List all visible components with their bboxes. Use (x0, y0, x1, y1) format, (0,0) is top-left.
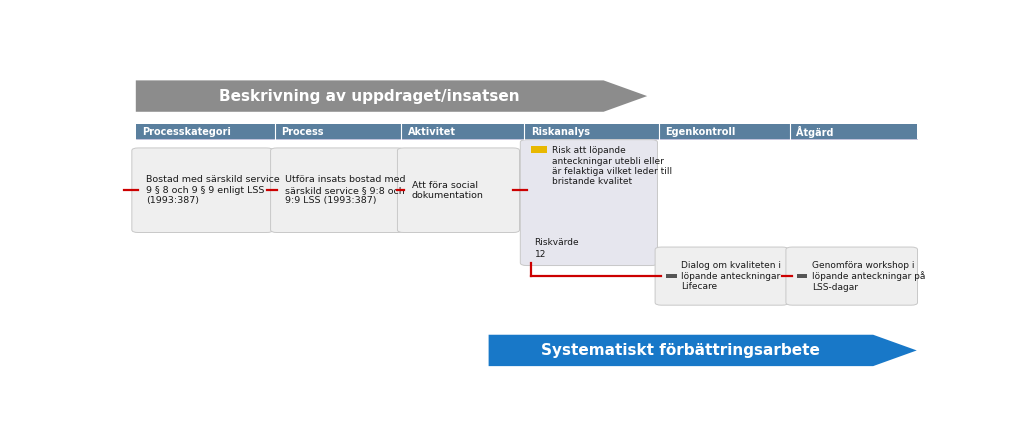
FancyBboxPatch shape (655, 247, 789, 305)
FancyBboxPatch shape (521, 140, 658, 266)
Text: 12: 12 (535, 251, 546, 260)
FancyBboxPatch shape (270, 148, 404, 233)
FancyBboxPatch shape (797, 274, 807, 278)
FancyBboxPatch shape (666, 274, 676, 278)
FancyBboxPatch shape (132, 148, 273, 233)
FancyBboxPatch shape (136, 124, 917, 139)
FancyBboxPatch shape (531, 146, 547, 153)
Text: Riskanalys: Riskanalys (531, 127, 589, 136)
Text: Utföra insats bostad med
särskild service § 9:8 och
9:9 LSS (1993:387): Utföra insats bostad med särskild servic… (284, 175, 405, 205)
Text: Risk att löpande
anteckningar utebli eller
är felaktiga vilket leder till
brista: Risk att löpande anteckningar utebli ell… (552, 146, 672, 187)
FancyBboxPatch shape (786, 247, 918, 305)
Text: Aktivitet: Aktivitet (408, 127, 455, 136)
Polygon shape (136, 80, 648, 112)
Text: Att föra social
dokumentation: Att föra social dokumentation (411, 181, 484, 200)
Text: Dialog om kvaliteten i
löpande anteckningar
Lifecare: Dialog om kvaliteten i löpande antecknin… (681, 261, 782, 291)
Polygon shape (489, 335, 917, 366)
Text: Åtgärd: Åtgärd (796, 126, 834, 138)
Text: Systematiskt förbättringsarbete: Systematiskt förbättringsarbete (541, 343, 820, 358)
FancyBboxPatch shape (397, 148, 520, 233)
Text: Process: Process (281, 127, 323, 136)
Text: Genomföra workshop i
löpande anteckningar på
LSS-dagar: Genomföra workshop i löpande anteckninga… (812, 261, 926, 292)
Text: Riskvärde: Riskvärde (535, 238, 579, 247)
Text: Beskrivning av uppdraget/insatsen: Beskrivning av uppdraget/insatsen (219, 88, 520, 103)
Text: Bostad med särskild service
9 § 8 och 9 § 9 enligt LSS
(1993:387): Bostad med särskild service 9 § 8 och 9 … (146, 175, 280, 205)
Text: Processkategori: Processkategori (142, 127, 231, 136)
Text: Egenkontroll: Egenkontroll (665, 127, 736, 136)
